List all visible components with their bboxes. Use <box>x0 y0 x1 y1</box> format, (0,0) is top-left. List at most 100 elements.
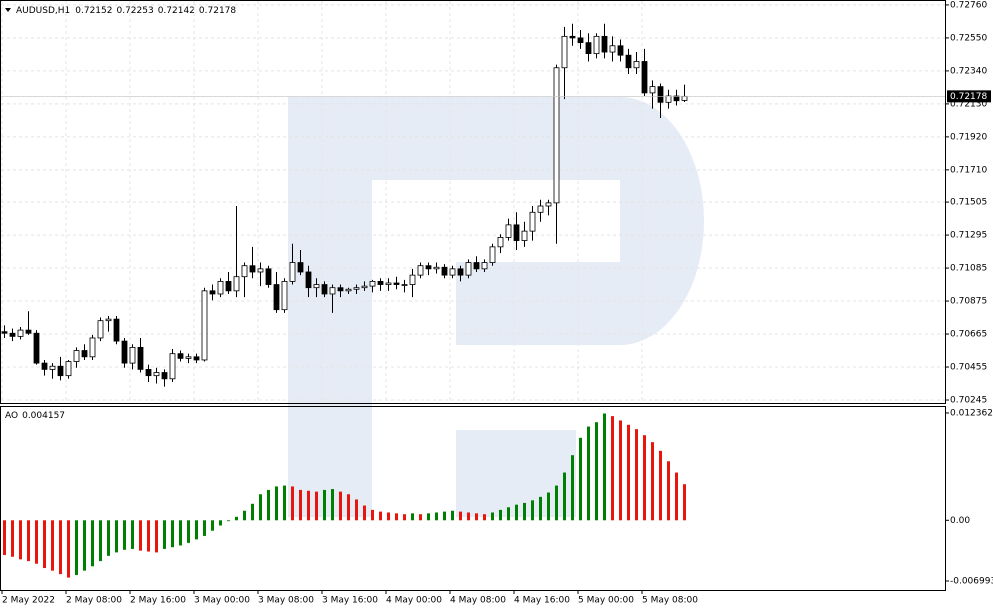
candle <box>417 262 424 279</box>
candle <box>41 359 48 376</box>
y-tick-label: 0.70875 <box>950 297 987 307</box>
ao-bar <box>131 520 134 549</box>
watermark <box>288 97 704 517</box>
ao-bar <box>547 492 550 521</box>
candle <box>305 265 312 298</box>
candle <box>129 344 136 370</box>
candle <box>393 276 400 290</box>
candle <box>337 284 344 298</box>
candle-body <box>553 67 560 204</box>
indicator-name: AO <box>5 411 18 421</box>
candle-body <box>561 35 568 69</box>
candle-body <box>313 284 320 289</box>
candle-body <box>65 361 72 377</box>
candle-body <box>641 61 648 94</box>
candle <box>57 356 64 381</box>
candle-body <box>97 320 104 339</box>
candle-body <box>337 287 344 292</box>
ao-bar <box>579 437 582 521</box>
ao-bar <box>259 494 262 521</box>
ao-bar <box>475 513 478 521</box>
ao-bar <box>435 512 438 521</box>
current-price: 0.72178 <box>950 92 987 102</box>
y-tick-label: 0.72550 <box>950 33 987 43</box>
candle <box>401 279 408 293</box>
ao-bar <box>507 507 510 521</box>
x-tick-label: 2 May 16:00 <box>130 596 186 606</box>
y-tick-label: 0.72760 <box>950 0 987 10</box>
candle <box>361 281 368 291</box>
y-tick-label: 0.71920 <box>950 132 987 142</box>
ao-bar <box>611 416 614 521</box>
candle-body <box>257 268 264 273</box>
candle <box>497 234 504 254</box>
candle-body <box>441 266 448 276</box>
ao-bar <box>195 520 198 540</box>
candle <box>105 315 112 332</box>
candle <box>665 89 672 109</box>
ao-bar <box>483 514 486 521</box>
candle <box>137 337 144 373</box>
y-tick-label: 0.71295 <box>950 231 987 241</box>
candle-body <box>649 86 656 94</box>
candle-body <box>241 265 248 278</box>
candle <box>9 328 16 342</box>
ao-bar <box>363 505 366 521</box>
candle-body <box>433 266 440 270</box>
candle-body <box>673 95 680 102</box>
candle <box>681 84 688 103</box>
ao-bar <box>83 520 86 571</box>
candle <box>489 243 496 266</box>
candle-body <box>625 54 632 69</box>
candle-body <box>25 329 32 334</box>
ao-bar <box>347 494 350 521</box>
candle <box>457 265 464 282</box>
y-tick-label: 0.70665 <box>950 330 987 340</box>
ao-bar <box>123 520 126 550</box>
candle <box>177 350 184 362</box>
candle-body <box>153 372 160 377</box>
ao-bar <box>179 520 182 546</box>
x-tick-label: 5 May 08:00 <box>642 596 698 606</box>
ao-bar <box>211 520 214 531</box>
symbol: AUDUSD,H1 <box>16 6 70 16</box>
candle-body <box>417 265 424 276</box>
candle-body <box>177 353 184 359</box>
candle <box>617 39 624 62</box>
ao-bar <box>291 486 294 521</box>
candle-body <box>81 350 88 358</box>
ao-bar <box>91 520 94 567</box>
candle-body <box>361 285 368 289</box>
ohlc-high: 0.72253 <box>116 6 153 16</box>
ao-bar <box>571 455 574 521</box>
candle-body <box>449 268 456 276</box>
ao-bar <box>651 442 654 521</box>
candle <box>233 206 240 298</box>
candle-body <box>393 282 400 285</box>
candle-body <box>385 282 392 285</box>
candle <box>1 325 8 338</box>
candle <box>113 315 120 345</box>
candle <box>265 265 272 288</box>
candle <box>585 33 592 62</box>
candle-body <box>17 329 24 337</box>
ao-bar <box>395 513 398 521</box>
candle <box>449 265 456 279</box>
ao-bar <box>307 490 310 521</box>
y-tick-label: 0.72340 <box>950 66 987 76</box>
candle-body <box>401 284 408 286</box>
y-tick-label: 0.72130 <box>950 99 987 109</box>
candle <box>273 271 280 313</box>
candle <box>201 287 208 362</box>
ao-bar <box>3 520 6 556</box>
y-tick-label: 0.71085 <box>950 264 987 274</box>
candle <box>673 89 680 106</box>
ao-bar <box>219 520 222 526</box>
ao-bar <box>387 512 390 521</box>
candle-body <box>657 86 664 103</box>
ao-bar <box>275 486 278 521</box>
menu-arrow[interactable] <box>5 8 11 12</box>
candle-body <box>89 337 96 358</box>
watermark-shape <box>288 97 372 517</box>
candle <box>97 317 104 342</box>
